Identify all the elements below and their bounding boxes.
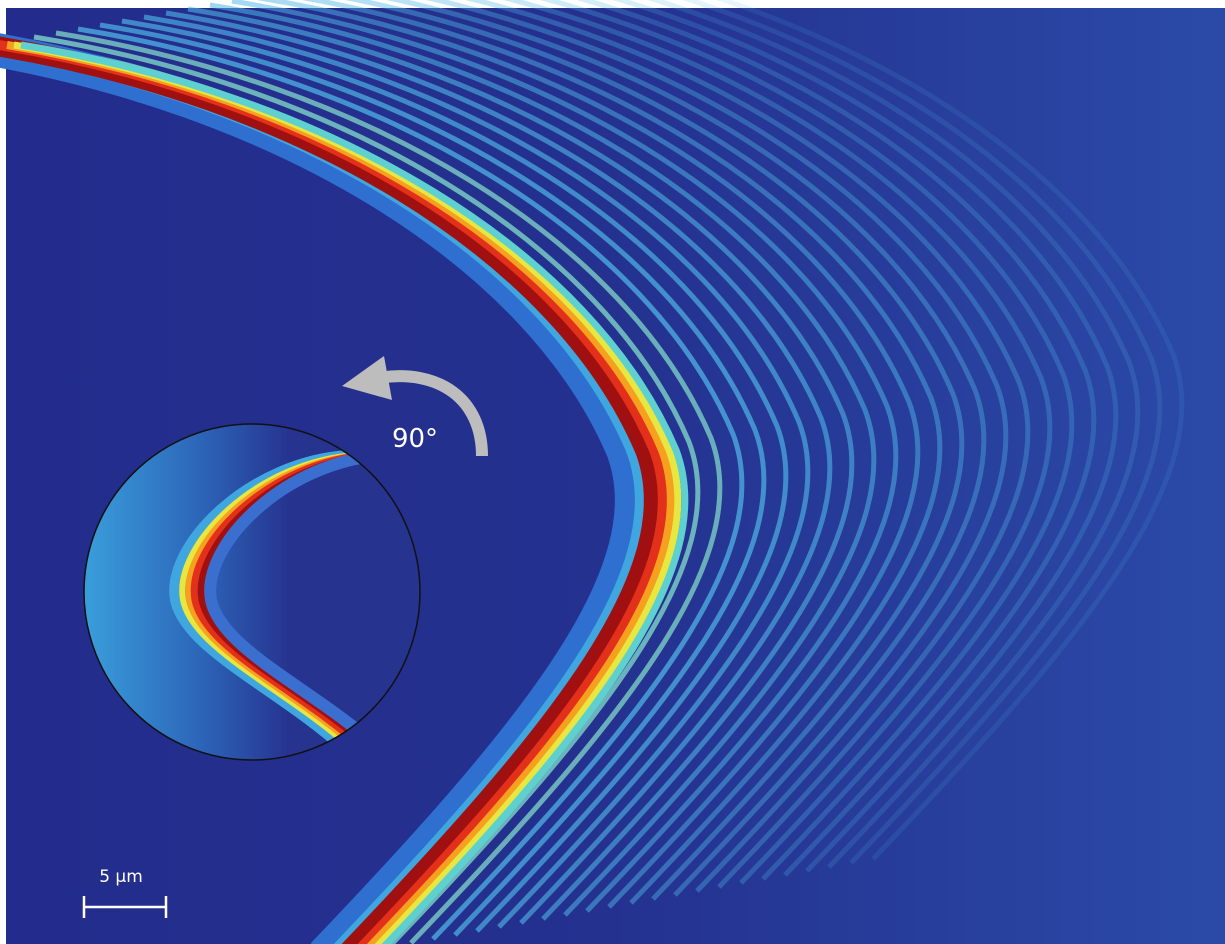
scale-bar-label: 5 µm (99, 867, 143, 887)
rotation-label: 90° (392, 424, 438, 454)
left-margin (0, 0, 6, 944)
page: 90° 5 µm (() => { const data = JSON.pars… (0, 0, 1225, 944)
microscope-image: 90° 5 µm (0, 0, 1225, 944)
